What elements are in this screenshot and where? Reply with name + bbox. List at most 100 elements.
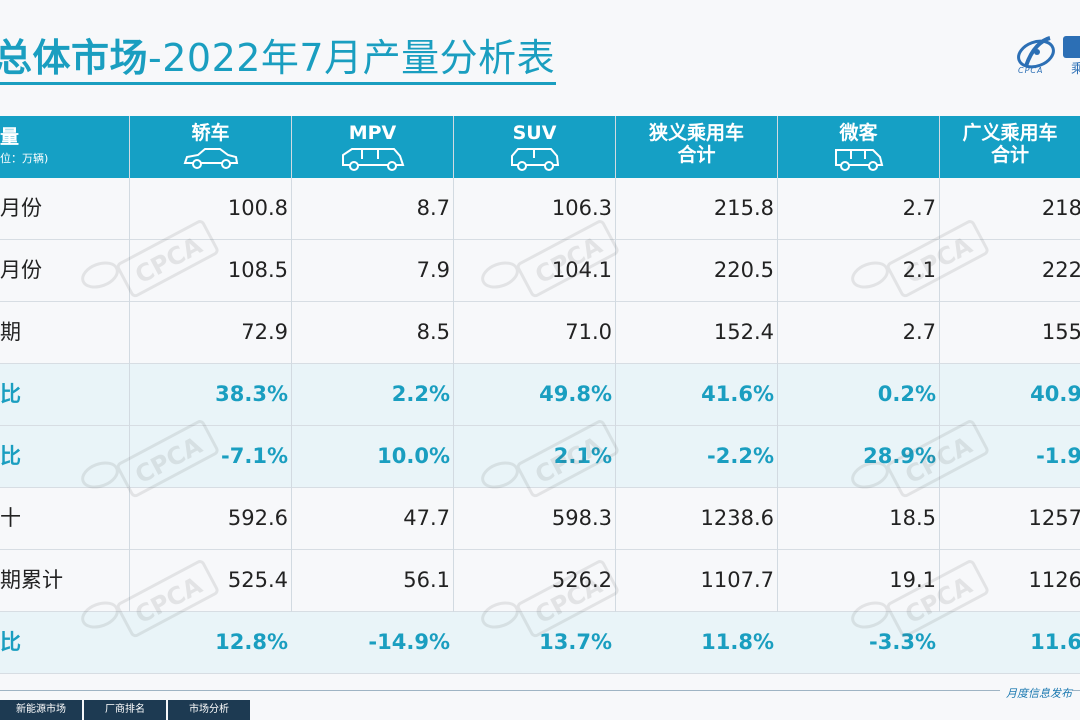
header-minivan: 微客 [778,116,939,178]
table-cell: 11.8% [701,630,774,654]
mpv-icon [341,148,404,171]
table-cell: 40.9 [1030,382,1080,406]
table-row: 期 72.9 8.5 71.0 152.4 2.7 155 [0,302,1080,364]
logo-sub: CPCA [1018,66,1044,75]
row-label: 比 [0,444,21,468]
table-cell: 47.7 [403,506,450,530]
row-label: 十 [0,506,21,530]
row-label: 比 [0,630,21,654]
column-divider [939,116,940,612]
column-divider [129,116,130,612]
column-divider [291,116,292,612]
title-underline [0,82,556,85]
table-cell: 28.9% [863,444,936,468]
table-cell: 215.8 [713,196,774,220]
table-cell: 525.4 [227,568,288,592]
table-cell: -1.9 [1036,444,1080,468]
logo-badge [1063,36,1080,58]
table-cell: -14.9% [368,630,450,654]
table-row: 月份 100.8 8.7 106.3 215.8 2.7 218 [0,178,1080,240]
column-divider [777,116,778,612]
footer-tab-nev[interactable]: 新能源市场 [0,700,82,720]
table-row: 比 -7.1% 10.0% 2.1% -2.2% 28.9% -1.9 [0,426,1080,488]
table-cell: 1126 [1028,568,1080,592]
row-label: 月份 [0,258,42,282]
suv-icon [510,148,559,171]
header-unit: 位：万辆) [0,152,49,165]
table-cell: 18.5 [889,506,936,530]
footer-tab-ranking[interactable]: 厂商排名 [84,700,166,720]
header-suv-label: SUV [512,122,557,144]
row-label: 期累计 [0,568,63,592]
table-cell: 222 [1041,258,1080,282]
page-title: 总体市场-2022年7月产量分析表 [0,32,555,84]
header-broad-total: 广义乘用车 合计 [940,116,1080,178]
logo-text: 乘 [1071,62,1080,77]
footer-divider [0,690,1080,691]
table-row: 月份 108.5 7.9 104.1 220.5 2.1 222 [0,240,1080,302]
table-cell: 71.0 [565,320,612,344]
sedan-icon [183,148,238,169]
table-cell: -2.2% [707,444,774,468]
footer-right-text: 月度信息发布 [1000,685,1072,701]
column-divider [615,116,616,612]
table-cell: 1257 [1028,506,1080,530]
table-cell: 2.1% [553,444,612,468]
table-row: 期累计 525.4 56.1 526.2 1107.7 19.1 1126 [0,550,1080,612]
table-row: 比 12.8% -14.9% 13.7% 11.8% -3.3% 11.6 [0,612,1080,674]
footer-tab-analysis[interactable]: 市场分析 [168,700,250,720]
cpca-logo-icon [1017,36,1055,69]
table-cell: -7.1% [221,444,288,468]
table-row: 比 38.3% 2.2% 49.8% 41.6% 0.2% 40.9 [0,364,1080,426]
title-rest: -2022年7月产量分析表 [148,36,556,80]
header-broad-line2: 合计 [990,144,1029,166]
table-row: 十 592.6 47.7 598.3 1238.6 18.5 1257 [0,488,1080,550]
row-label: 月份 [0,196,42,220]
table-cell: 152.4 [713,320,774,344]
table-cell: 104.1 [551,258,612,282]
table-cell: 220.5 [713,258,774,282]
header-sedan-label: 轿车 [191,122,230,144]
table-cell: 592.6 [227,506,288,530]
table-cell: 13.7% [539,630,612,654]
header-narrow-line2: 合计 [677,144,716,166]
column-divider [453,116,454,612]
table-cell: 72.9 [241,320,288,344]
table-cell: 1107.7 [700,568,774,592]
table-cell: 155 [1041,320,1080,344]
row-label: 期 [0,320,21,344]
table-cell: 38.3% [215,382,288,406]
table-cell: 12.8% [215,630,288,654]
table-cell: 2.7 [902,320,936,344]
table-cell: 526.2 [551,568,612,592]
header-sedan: 轿车 [130,116,291,178]
table-cell: 106.3 [551,196,612,220]
table-cell: 2.1 [902,258,936,282]
table-cell: 10.0% [377,444,450,468]
table-cell: 41.6% [701,382,774,406]
table-cell: 0.2% [877,382,936,406]
table-header: 量 位：万辆) 轿车 MPV [0,116,1080,178]
header-label-cell: 量 位：万辆) [0,116,129,178]
table-cell: 598.3 [551,506,612,530]
table-cell: 1238.6 [700,506,774,530]
table-cell: 2.2% [391,382,450,406]
table-cell: 218 [1041,196,1080,220]
table-cell: 49.8% [539,382,612,406]
table-cell: 19.1 [889,568,936,592]
header-narrow-line1: 狭义乘用车 [648,122,744,144]
header-mpv-label: MPV [348,122,397,144]
table-cell: 108.5 [227,258,288,282]
header-suv: SUV [454,116,615,178]
table-cell: -3.3% [869,630,936,654]
minivan-icon [834,149,883,171]
table-cell: 56.1 [403,568,450,592]
table-cell: 7.9 [416,258,450,282]
header-narrow-total: 狭义乘用车 合计 [616,116,777,178]
table-cell: 8.7 [416,196,450,220]
title-bold: 总体市场 [0,36,149,80]
table-cell: 2.7 [902,196,936,220]
header-mpv: MPV [292,116,453,178]
header-first: 量 [0,126,20,148]
